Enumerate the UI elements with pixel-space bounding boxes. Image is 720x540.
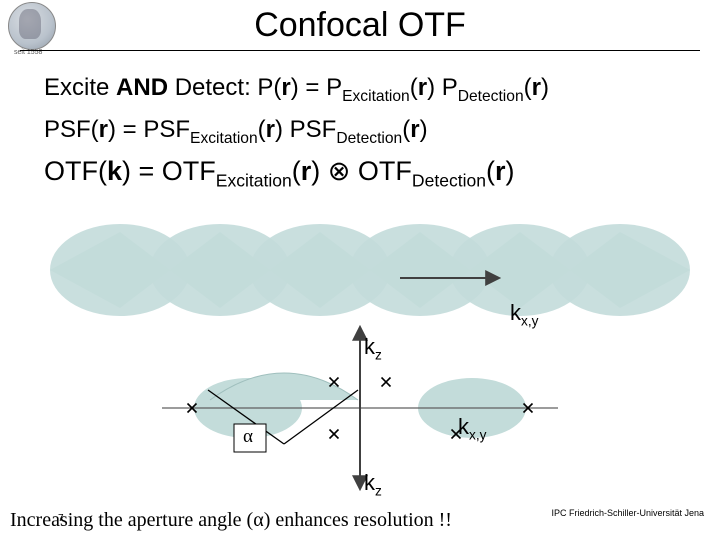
txt: Detect: P( bbox=[168, 74, 281, 101]
var-r: r bbox=[301, 156, 312, 186]
var-r: r bbox=[281, 74, 290, 101]
var-r: r bbox=[410, 116, 419, 143]
txt: PSF( bbox=[44, 116, 99, 143]
var-k: k bbox=[107, 156, 122, 186]
equation-psf: PSF(r) = PSFExcitation(r) PSFDetection(r… bbox=[44, 116, 690, 148]
txt: Increasing the aperture angle ( bbox=[10, 509, 253, 531]
txt: ) enhances resolution !! bbox=[264, 509, 452, 531]
footer-statement: Increasing the aperture angle (α) enhanc… bbox=[10, 509, 710, 532]
txt: z bbox=[375, 483, 382, 498]
equation-otf: OTF(k) = OTFExcitation(r) ⊗ OTFDetection… bbox=[44, 156, 690, 191]
txt: x,y bbox=[469, 427, 486, 442]
kxy-label-upper: kx,y bbox=[510, 300, 538, 328]
txt: α bbox=[243, 426, 253, 447]
txt: k bbox=[364, 334, 375, 359]
txt: AND bbox=[116, 74, 168, 101]
page-title: Confocal OTF bbox=[0, 6, 720, 45]
var-r: r bbox=[532, 74, 541, 101]
txt: α bbox=[253, 509, 263, 531]
kz-label-bottom: kz bbox=[364, 470, 382, 498]
var-r: r bbox=[418, 74, 427, 101]
var-r: r bbox=[99, 116, 108, 143]
otf-diagram bbox=[0, 220, 720, 510]
txt: OTF( bbox=[44, 156, 107, 186]
title-rule bbox=[20, 50, 700, 51]
equation-block: Excite AND Detect: P(r) = PExcitation(r)… bbox=[44, 74, 690, 191]
txt: k bbox=[510, 300, 521, 325]
txt: k bbox=[458, 414, 469, 439]
txt: x,y bbox=[521, 313, 538, 328]
equation-probability: Excite AND Detect: P(r) = PExcitation(r)… bbox=[44, 74, 690, 106]
txt: k bbox=[364, 470, 375, 495]
txt: Excite bbox=[44, 74, 116, 101]
var-r: r bbox=[495, 156, 506, 186]
kz-label-top: kz bbox=[364, 334, 382, 362]
txt: z bbox=[375, 347, 382, 362]
alpha-label: α bbox=[243, 426, 253, 448]
kxy-label-lower: kx,y bbox=[458, 414, 486, 442]
var-r: r bbox=[266, 116, 275, 143]
